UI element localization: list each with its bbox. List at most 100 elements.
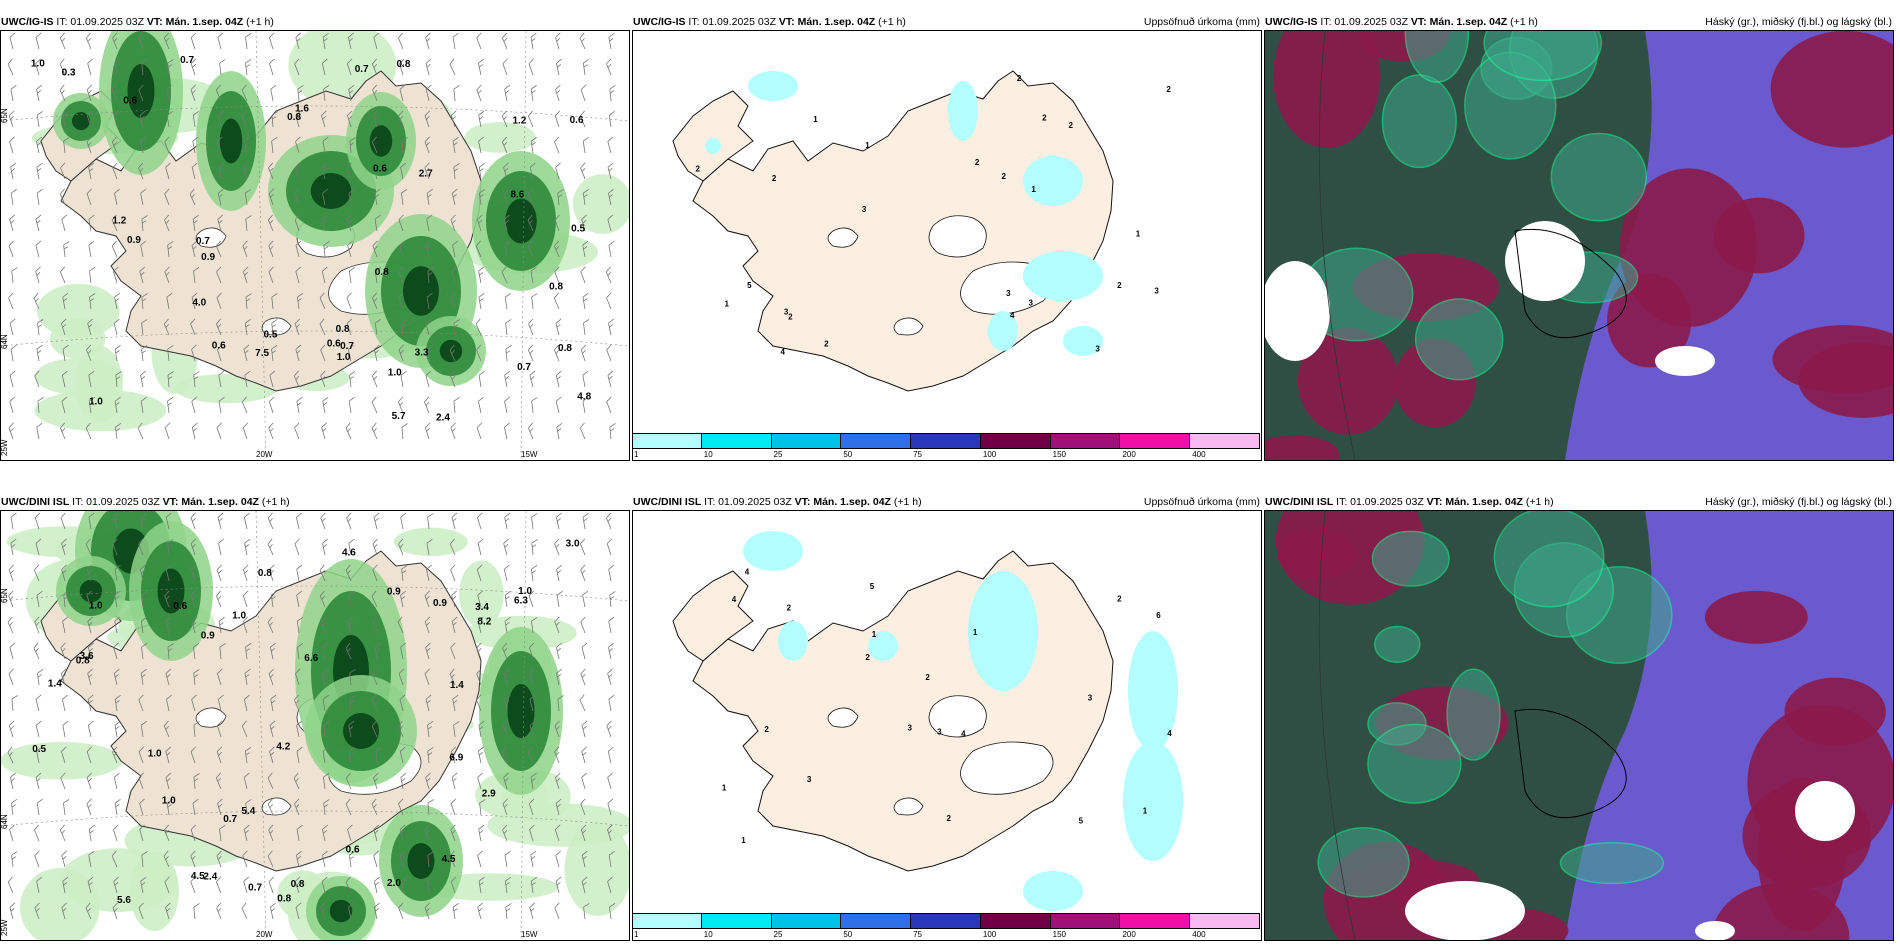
wind-barb <box>529 162 536 180</box>
wind-barb <box>554 746 560 764</box>
wind-barb <box>321 214 328 232</box>
wind-barb <box>139 266 145 284</box>
accum-precip-area <box>1023 871 1083 911</box>
wind-barb <box>349 137 356 154</box>
wind-barb <box>89 267 96 284</box>
panel-header: UWC/IG-IS IT: 01.09.2025 03Z VT: Mán. 1.… <box>633 15 1260 30</box>
glacier-outline <box>827 707 859 728</box>
wind-barb <box>372 110 378 128</box>
wind-barb <box>424 396 430 414</box>
wind-barb <box>555 396 562 414</box>
very-heavy-precip-area <box>343 713 379 749</box>
wind-barb <box>163 824 170 842</box>
init-time: IT: 01.09.2025 03Z <box>688 16 776 28</box>
accum-value-label: 1 <box>1143 807 1148 816</box>
precip-value-label: 1.4 <box>48 679 62 690</box>
wind-barb <box>478 720 485 738</box>
wind-barb <box>530 850 537 868</box>
wind-barb <box>531 397 538 414</box>
wind-barb <box>580 824 587 842</box>
wind-barb <box>87 876 94 894</box>
wind-barb <box>245 643 252 660</box>
wind-barb <box>478 162 485 180</box>
domain-boundary <box>1318 511 1356 940</box>
panel-header: UWC/IG-IS IT: 01.09.2025 03Z VT: Mán. 1.… <box>1265 15 1892 30</box>
grid-label: 65N <box>1 108 9 123</box>
wind-barb <box>294 798 300 816</box>
wind-barb <box>322 694 329 712</box>
wind-barb <box>425 58 432 76</box>
wind-barb <box>190 824 196 842</box>
wind-barb <box>345 876 352 894</box>
wind-barb <box>375 747 382 764</box>
wind-barb <box>345 564 352 582</box>
wind-barb <box>296 616 304 634</box>
model-name: UWC/DINI ISL <box>633 496 702 508</box>
wind-barb <box>398 344 404 362</box>
longitude-gridline <box>255 31 267 460</box>
wind-barb <box>452 694 459 712</box>
westfjords-coastline <box>672 90 754 182</box>
accum-value-label: 3 <box>1029 298 1034 307</box>
colorbar-swatch <box>980 433 1051 449</box>
longitude-gridline <box>520 511 527 940</box>
wind-barb <box>399 694 406 712</box>
wind-barb <box>425 694 432 712</box>
precip-value-label: 0.7 <box>223 814 237 825</box>
colorbar-swatch <box>841 433 912 449</box>
light-precip-area <box>37 283 120 339</box>
cloud-cover-map <box>1265 31 1893 460</box>
wind-barb <box>453 319 460 336</box>
wind-barb <box>476 564 483 582</box>
wind-barb <box>320 902 326 920</box>
accum-value-label: 3 <box>1154 287 1159 296</box>
light-precip-area <box>459 560 504 628</box>
wind-barb <box>271 345 278 362</box>
wind-barb <box>608 564 615 582</box>
accum-value-label: 4 <box>1010 311 1015 320</box>
accum-value-label: 2 <box>925 673 930 682</box>
wind-barb <box>86 746 93 764</box>
accum-value-label: 3 <box>784 307 789 316</box>
wind-barb <box>271 293 278 310</box>
wind-barb <box>61 370 68 388</box>
precip-value-label: 0.5 <box>32 744 46 755</box>
wind-barb <box>348 850 356 868</box>
wind-barb <box>9 902 16 920</box>
wind-barb <box>61 694 68 712</box>
wind-barb <box>294 318 301 336</box>
wind-barb <box>268 240 274 258</box>
wind-barb <box>112 32 118 50</box>
model-name: UWC/IG-IS <box>1 16 54 28</box>
wind-barb <box>371 396 378 414</box>
wind-barb <box>531 513 538 530</box>
precip-value-label: 1.0 <box>89 600 103 611</box>
precip-value-label: 0.8 <box>258 568 272 579</box>
wind-barb <box>609 591 616 608</box>
wind-barb <box>216 136 223 154</box>
wind-barb <box>609 903 616 920</box>
wind-barb <box>347 240 353 258</box>
wind-barb <box>63 799 70 816</box>
wind-barb <box>320 370 326 388</box>
wind-barb <box>346 292 352 310</box>
wind-barb <box>141 215 148 232</box>
wind-barb <box>59 824 66 842</box>
glacier-outline <box>827 227 859 248</box>
wind-barb <box>449 668 456 686</box>
wind-barb <box>63 137 70 154</box>
wind-barb <box>138 162 144 180</box>
grid-label: 25W <box>1 919 9 936</box>
wind-barb <box>218 110 225 128</box>
wind-barb <box>269 564 275 582</box>
wind-barb <box>398 266 404 284</box>
wind-barb <box>555 318 562 336</box>
wind-barb <box>141 59 148 76</box>
high-cloud-area <box>1297 327 1399 435</box>
colorbar-swatch <box>911 433 981 449</box>
wind-barb <box>191 422 198 440</box>
wind-barb <box>346 58 353 76</box>
wind-barb <box>241 396 248 414</box>
wind-barb <box>88 162 95 180</box>
wind-barb <box>608 188 614 206</box>
